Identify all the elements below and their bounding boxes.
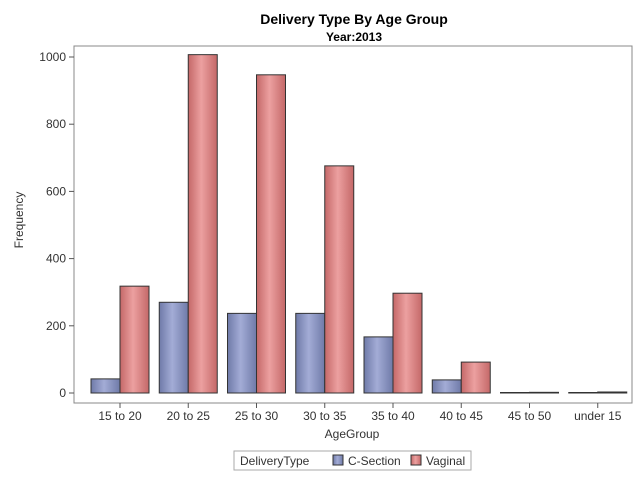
x-tick-label: under 15 bbox=[574, 409, 622, 423]
y-axis-label: Frequency bbox=[12, 192, 26, 249]
legend-label-vaginal: Vaginal bbox=[426, 454, 465, 468]
y-tick-label: 200 bbox=[46, 319, 66, 333]
x-axis: 15 to 20 20 to 25 25 to 30 30 to 35 35 to 40… bbox=[98, 403, 622, 423]
bar-vaginal-3 bbox=[324, 165, 355, 394]
bar-c-section-5 bbox=[431, 379, 462, 394]
bar-c-section-3 bbox=[295, 312, 326, 394]
plot-area-frame bbox=[73, 45, 633, 404]
chart-title: Delivery Type By Age Group bbox=[260, 11, 448, 27]
legend-label-c-section: C-Section bbox=[348, 454, 401, 468]
y-axis: 0 200 400 600 800 1000 bbox=[39, 50, 74, 400]
x-tick-label: 20 to 25 bbox=[167, 409, 211, 423]
bar-c-section-6 bbox=[500, 392, 530, 394]
x-tick-label: 30 to 35 bbox=[303, 409, 347, 423]
x-tick-label: 40 to 45 bbox=[440, 409, 484, 423]
bar-vaginal-2 bbox=[256, 74, 286, 394]
legend-swatch-c-section bbox=[332, 454, 344, 466]
bar-c-section-2 bbox=[227, 312, 257, 394]
bar-c-section-1 bbox=[158, 301, 189, 394]
bar-c-section-0 bbox=[90, 378, 121, 394]
bar-vaginal-7 bbox=[597, 391, 628, 394]
x-tick-label: 35 to 40 bbox=[371, 409, 415, 423]
bars bbox=[90, 54, 628, 394]
y-tick-label: 0 bbox=[59, 386, 66, 400]
bar-vaginal-1 bbox=[187, 54, 218, 394]
x-axis-label: AgeGroup bbox=[325, 427, 380, 441]
bar-vaginal-0 bbox=[119, 285, 150, 394]
bar-vaginal-4 bbox=[392, 292, 423, 394]
legend: DeliveryType C-Section Vaginal bbox=[233, 450, 472, 471]
bar-vaginal-5 bbox=[460, 361, 491, 394]
x-tick-label: 25 to 30 bbox=[235, 409, 279, 423]
legend-swatch-vaginal bbox=[410, 454, 422, 466]
y-tick-label: 600 bbox=[46, 184, 66, 198]
y-tick-label: 400 bbox=[46, 252, 66, 266]
bar-vaginal-6 bbox=[529, 391, 559, 394]
chart-subtitle: Year:2013 bbox=[326, 30, 382, 44]
x-tick-label: 45 to 50 bbox=[508, 409, 552, 423]
bar-c-section-7 bbox=[568, 392, 599, 394]
legend-title: DeliveryType bbox=[240, 454, 310, 468]
y-tick-label: 800 bbox=[46, 117, 66, 131]
x-tick-label: 15 to 20 bbox=[98, 409, 142, 423]
y-tick-label: 1000 bbox=[39, 50, 66, 64]
bar-c-section-4 bbox=[363, 336, 394, 394]
